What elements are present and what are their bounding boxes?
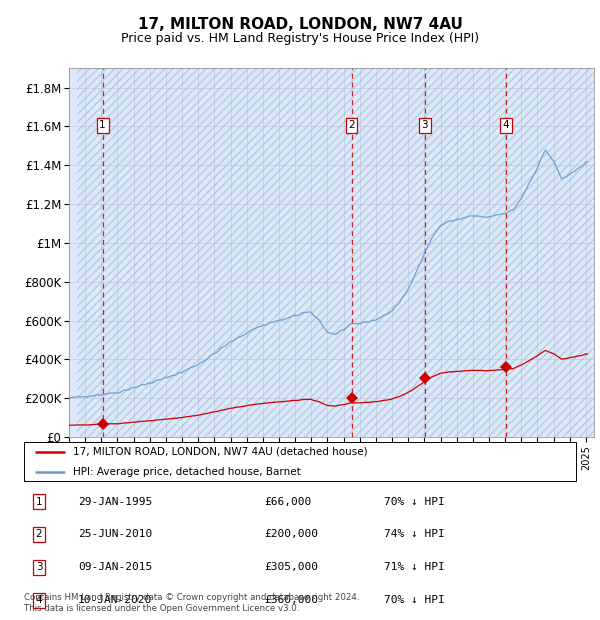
Text: £66,000: £66,000 — [264, 497, 311, 507]
Text: 4: 4 — [35, 595, 43, 605]
Text: £200,000: £200,000 — [264, 529, 318, 539]
Text: Contains HM Land Registry data © Crown copyright and database right 2024.
This d: Contains HM Land Registry data © Crown c… — [24, 593, 359, 613]
Text: 1: 1 — [35, 497, 43, 507]
Text: 10-JAN-2020: 10-JAN-2020 — [78, 595, 152, 605]
FancyBboxPatch shape — [24, 442, 576, 481]
Text: 29-JAN-1995: 29-JAN-1995 — [78, 497, 152, 507]
Text: 17, MILTON ROAD, LONDON, NW7 4AU: 17, MILTON ROAD, LONDON, NW7 4AU — [137, 17, 463, 32]
Text: HPI: Average price, detached house, Barnet: HPI: Average price, detached house, Barn… — [73, 467, 301, 477]
Text: £305,000: £305,000 — [264, 562, 318, 572]
Text: £360,000: £360,000 — [264, 595, 318, 605]
Text: 71% ↓ HPI: 71% ↓ HPI — [384, 562, 445, 572]
Text: 2: 2 — [35, 529, 43, 539]
Text: 4: 4 — [502, 120, 509, 130]
Text: 2: 2 — [348, 120, 355, 130]
Text: 09-JAN-2015: 09-JAN-2015 — [78, 562, 152, 572]
Text: 74% ↓ HPI: 74% ↓ HPI — [384, 529, 445, 539]
Text: 70% ↓ HPI: 70% ↓ HPI — [384, 595, 445, 605]
Text: 70% ↓ HPI: 70% ↓ HPI — [384, 497, 445, 507]
Text: 17, MILTON ROAD, LONDON, NW7 4AU (detached house): 17, MILTON ROAD, LONDON, NW7 4AU (detach… — [73, 446, 367, 457]
Text: Price paid vs. HM Land Registry's House Price Index (HPI): Price paid vs. HM Land Registry's House … — [121, 32, 479, 45]
Text: 25-JUN-2010: 25-JUN-2010 — [78, 529, 152, 539]
Text: 3: 3 — [35, 562, 43, 572]
Text: 3: 3 — [422, 120, 428, 130]
Text: 1: 1 — [99, 120, 106, 130]
